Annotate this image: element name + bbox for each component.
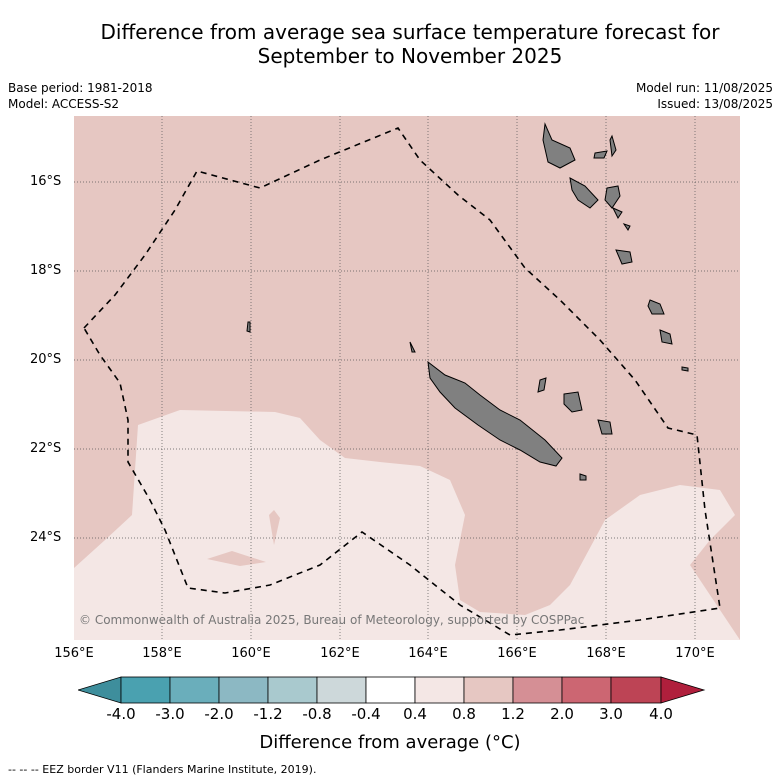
colorbar-tick: 3.0 bbox=[599, 705, 623, 723]
colorbar-title: Difference from average (°C) bbox=[259, 732, 521, 753]
colorbar-bin-5 bbox=[316, 676, 367, 704]
copyright-notice: © Commonwealth of Australia 2025, Bureau… bbox=[79, 613, 585, 627]
anomaly-patch-2 bbox=[269, 510, 280, 545]
model-run: Model run: 11/08/2025 bbox=[635, 81, 773, 95]
colorbar-bin-7 bbox=[414, 676, 465, 704]
colorbar-bin-3 bbox=[218, 676, 269, 704]
meta-left: Base period: 1981-2018 Model: ACCESS-S2 bbox=[8, 80, 153, 112]
eez-border bbox=[83, 127, 721, 636]
title-line-1: Difference from average sea surface temp… bbox=[100, 20, 720, 44]
lon-label-166e: 166°E bbox=[497, 646, 537, 661]
colorbar-bin-4 bbox=[267, 676, 318, 704]
lat-label-18s: 18°S bbox=[30, 263, 62, 278]
colorbar-bin-9 bbox=[512, 676, 563, 704]
anomaly-region-light bbox=[74, 410, 740, 640]
lon-label-158e: 158°E bbox=[142, 646, 182, 661]
lat-label-24s: 24°S bbox=[30, 530, 62, 545]
colorbar-extend-high bbox=[660, 676, 706, 704]
lon-label-170e: 170°E bbox=[675, 646, 715, 661]
land-masses bbox=[246, 122, 689, 481]
colorbar-bin-1 bbox=[120, 676, 171, 704]
colorbar-bin-11 bbox=[610, 676, 662, 704]
lon-label-162e: 162°E bbox=[320, 646, 360, 661]
lat-label-16s: 16°S bbox=[30, 174, 62, 189]
colorbar-tick: -4.0 bbox=[106, 705, 136, 723]
colorbar-tick: 0.4 bbox=[403, 705, 427, 723]
issued-date: Issued: 13/08/2025 bbox=[657, 97, 773, 111]
colorbar-tick: -0.4 bbox=[351, 705, 381, 723]
colorbar-tick: -2.0 bbox=[204, 705, 234, 723]
base-period: Base period: 1981-2018 bbox=[8, 81, 153, 95]
espiritu-santo bbox=[542, 122, 576, 169]
meta-right: Model run: 11/08/2025 Issued: 13/08/2025 bbox=[636, 80, 773, 112]
lon-label-160e: 160°E bbox=[231, 646, 271, 661]
lon-label-168e: 168°E bbox=[586, 646, 626, 661]
colorbar bbox=[78, 676, 706, 704]
new-caledonia bbox=[427, 360, 563, 467]
title-line-2: September to November 2025 bbox=[257, 44, 563, 68]
colorbar-tick: 0.8 bbox=[452, 705, 476, 723]
colorbar-tick: -0.8 bbox=[302, 705, 332, 723]
colorbar-bin-2 bbox=[169, 676, 220, 704]
colorbar-extend-low bbox=[78, 676, 122, 704]
lon-label-156e: 156°E bbox=[54, 646, 94, 661]
colorbar-tick: -3.0 bbox=[155, 705, 185, 723]
colorbar-tick: 2.0 bbox=[550, 705, 574, 723]
colorbar-tick: 1.2 bbox=[501, 705, 525, 723]
anomaly-patch-1 bbox=[207, 551, 266, 566]
lat-label-20s: 20°S bbox=[30, 352, 62, 367]
colorbar-tick: -1.2 bbox=[253, 705, 283, 723]
lon-label-164e: 164°E bbox=[408, 646, 448, 661]
colorbar-tick: 4.0 bbox=[649, 705, 673, 723]
colorbar-bin-6 bbox=[365, 676, 416, 704]
model-name: Model: ACCESS-S2 bbox=[8, 97, 120, 111]
colorbar-bin-10 bbox=[561, 676, 612, 704]
lat-label-22s: 22°S bbox=[30, 441, 62, 456]
graticule bbox=[74, 116, 740, 640]
colorbar-bin-8 bbox=[463, 676, 514, 704]
eez-legend-note: -- -- -- EEZ border V11 (Flanders Marine… bbox=[8, 763, 317, 776]
